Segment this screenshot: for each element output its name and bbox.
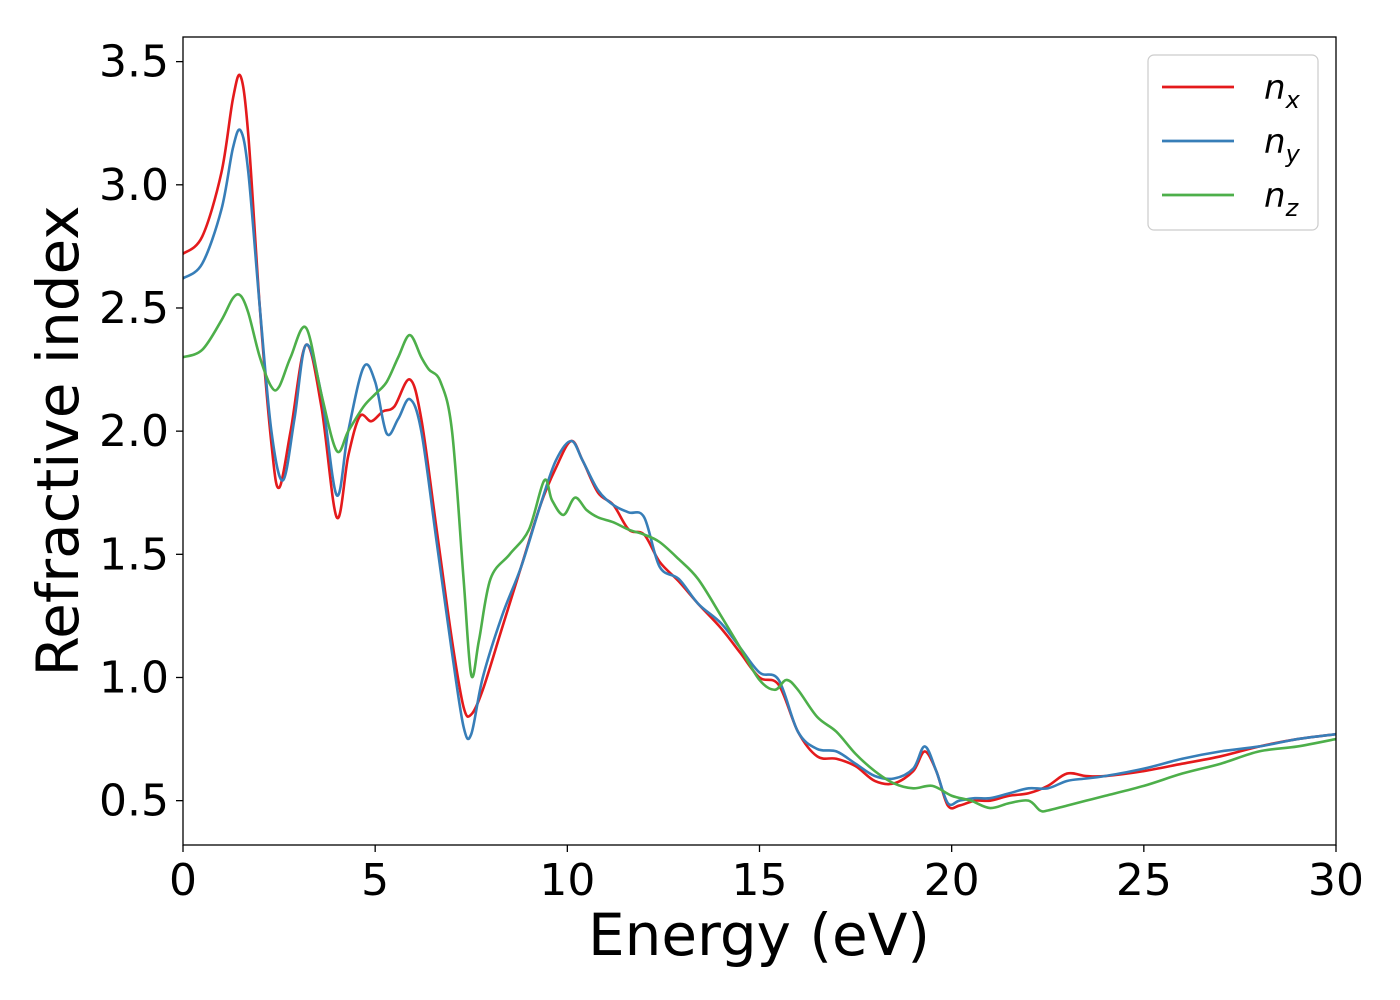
y-tick-label: 2.5 bbox=[99, 283, 169, 334]
y-tick-label: 2.0 bbox=[99, 406, 169, 457]
axes: 0 5 10 15 20 25 30 0.5 1.0 1.5 2.0 2.5 3.0 3.5 bbox=[99, 36, 1364, 906]
x-tick-label: 20 bbox=[924, 855, 980, 906]
plot-area bbox=[183, 73, 1336, 813]
legend-label-x: nx bbox=[1264, 68, 1301, 114]
x-tick-label: 25 bbox=[1116, 855, 1172, 906]
y-tick-label: 3.0 bbox=[99, 160, 169, 211]
x-tick-label: 0 bbox=[169, 855, 197, 906]
y-tick-label: 1.5 bbox=[99, 529, 169, 580]
x-tick-label: 30 bbox=[1308, 855, 1364, 906]
x-tick-label: 5 bbox=[361, 855, 389, 906]
legend-label-z: nz bbox=[1264, 176, 1300, 222]
legend-box bbox=[1147, 54, 1319, 231]
legend: nx ny nz bbox=[1147, 54, 1319, 231]
y-tick-label: 0.5 bbox=[99, 776, 169, 827]
y-tick-label: 3.5 bbox=[99, 37, 169, 88]
y-tick-label: 1.0 bbox=[99, 652, 169, 703]
x-tick-label: 10 bbox=[539, 855, 595, 906]
x-axis-title: Energy (eV) bbox=[588, 901, 930, 969]
series-line-z bbox=[183, 292, 1336, 813]
x-tick-label: 15 bbox=[732, 855, 788, 906]
series-line-y bbox=[183, 128, 1336, 807]
y-axis-title: Refractive index bbox=[24, 205, 92, 676]
legend-label-y: ny bbox=[1264, 122, 1301, 168]
